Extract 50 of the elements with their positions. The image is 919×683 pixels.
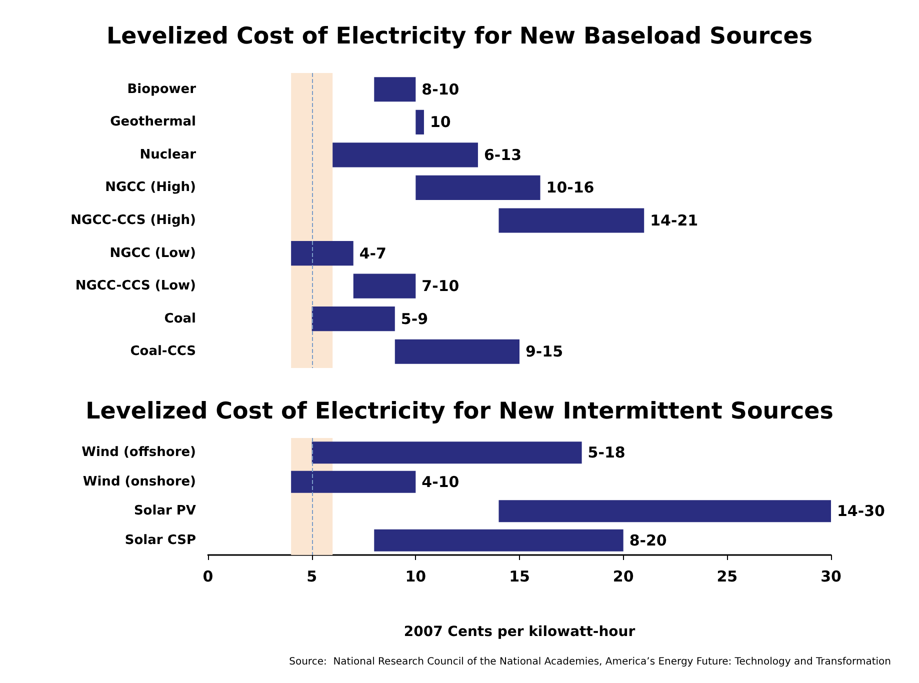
data-label: 14-30	[837, 502, 885, 520]
bar	[312, 442, 582, 464]
data-label: 9-15	[526, 342, 564, 361]
source-note: Source: National Research Council of the National Academies, America’s Energy Future: Technology and Transformation	[289, 656, 891, 668]
y-tick-label: Coal	[164, 311, 196, 326]
data-label: 5-18	[588, 444, 626, 462]
x-tick-label: 10	[405, 568, 426, 586]
x-tick-label: 5	[306, 568, 318, 586]
data-label: 4-10	[422, 472, 460, 491]
chart-title: Levelized Cost of Electricity for New Intermittent Sources	[86, 398, 834, 424]
data-label: 7-10	[422, 277, 460, 296]
x-tick-label: 25	[716, 568, 738, 586]
y-tick-label: Solar CSP	[124, 532, 196, 548]
y-tick-label: Coal-CCS	[130, 344, 196, 360]
y-tick-label: Wind (onshore)	[82, 474, 196, 490]
data-label: 10	[430, 113, 451, 132]
bar	[332, 142, 478, 168]
data-label: 6-13	[484, 146, 522, 164]
data-label: 5-9	[400, 310, 428, 328]
x-tick-label: 15	[509, 568, 530, 586]
x-tick-label: 0	[202, 568, 214, 586]
bar	[374, 77, 416, 102]
bar	[353, 274, 416, 298]
bar	[416, 175, 540, 200]
data-label: 8-20	[629, 531, 667, 550]
data-label: 10-16	[546, 178, 594, 197]
y-tick-label: Biopower	[127, 82, 197, 97]
data-label: 8-10	[422, 80, 460, 98]
y-tick-label: Nuclear	[140, 147, 197, 162]
y-tick-label: NGCC-CCS (High)	[70, 213, 196, 228]
bar	[416, 110, 424, 134]
x-axis-title: 2007 Cents per kilowatt-hour	[404, 624, 636, 640]
bar	[394, 339, 520, 364]
bar	[312, 306, 395, 332]
bar	[498, 500, 831, 522]
y-tick-label: Wind (offshore)	[82, 445, 196, 460]
bar	[291, 470, 416, 493]
data-label: 14-21	[650, 212, 698, 230]
bar	[498, 208, 644, 233]
bar	[291, 240, 354, 266]
bar	[374, 529, 624, 552]
y-tick-label: NGCC (Low)	[110, 246, 196, 261]
x-tick-label: 20	[612, 568, 634, 586]
y-tick-label: NGCC (High)	[105, 180, 196, 196]
y-tick-label: Geothermal	[110, 114, 196, 130]
x-tick-label: 30	[820, 568, 842, 586]
y-tick-label: NGCC-CCS (Low)	[75, 278, 196, 294]
chart-title: Levelized Cost of Electricity for New Baseload Sources	[106, 24, 813, 50]
y-tick-label: Solar PV	[134, 504, 196, 519]
data-label: 4-7	[359, 244, 386, 262]
